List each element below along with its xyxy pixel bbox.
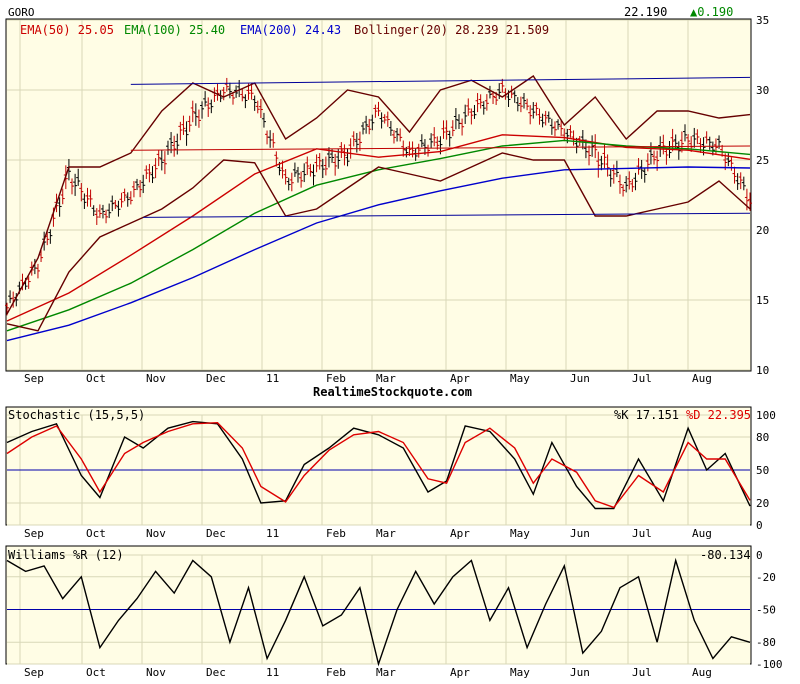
x-tick-label: Apr	[450, 372, 470, 385]
stochastic-d-value: %D 22.395	[686, 408, 751, 422]
x-tick-label: Apr	[450, 666, 470, 679]
x-tick-label: 11	[266, 527, 279, 540]
legend-ema100: EMA(100) 25.40	[124, 23, 225, 37]
x-tick-label: Jul	[632, 666, 652, 679]
x-tick-label: Jul	[632, 372, 652, 385]
y-tick-label: 20	[756, 497, 769, 510]
watermark: RealtimeStockquote.com	[313, 385, 472, 399]
series-trend_top	[130, 76, 751, 85]
x-tick-label: Jun	[570, 527, 590, 540]
legend-bollinger: Bollinger(20) 28.239 21.509	[354, 23, 549, 37]
series-boll_upper	[6, 75, 751, 315]
x-tick-label: Nov	[146, 666, 166, 679]
williams-value: -80.134	[700, 548, 751, 562]
y-tick-label: -80	[756, 636, 776, 649]
series-trend_low	[143, 212, 751, 218]
y-tick-label: -100	[756, 658, 783, 671]
x-tick-label: Aug	[692, 372, 712, 385]
price-panel	[5, 18, 752, 372]
price-change: ▲0.190	[690, 5, 733, 19]
x-tick-label: Feb	[326, 666, 346, 679]
series-wr	[6, 557, 751, 667]
y-tick-label: 25	[756, 154, 769, 167]
x-tick-label: Dec	[206, 527, 226, 540]
williams-panel	[5, 545, 752, 665]
x-tick-label: Feb	[326, 372, 346, 385]
stochastic-k-value: %K 17.151	[614, 408, 679, 422]
series-ema100	[6, 139, 751, 332]
x-tick-label: Nov	[146, 527, 166, 540]
y-tick-label: 35	[756, 14, 769, 27]
legend-ema200: EMA(200) 24.43	[240, 23, 341, 37]
x-tick-label: Sep	[24, 666, 44, 679]
y-tick-label: -20	[756, 571, 776, 584]
x-tick-label: Jun	[570, 372, 590, 385]
series-k	[6, 420, 751, 510]
axis-labels: Sep Oct Nov Dec 11 Feb Mar Apr May Jun Jul Aug Sep Oc…	[24, 14, 783, 679]
x-tick-label: May	[510, 527, 530, 540]
y-tick-label: 30	[756, 84, 769, 97]
y-tick-label: -50	[756, 604, 776, 617]
legend-ema50: EMA(50) 25.05	[20, 23, 114, 37]
series-trend_mid	[130, 145, 751, 151]
x-tick-label: Nov	[146, 372, 166, 385]
x-tick-label: 11	[266, 666, 279, 679]
x-tick-label: Jul	[632, 527, 652, 540]
x-tick-label: Aug	[692, 666, 712, 679]
x-tick-label: Mar	[376, 372, 396, 385]
gridlines	[7, 19, 750, 665]
x-tick-label: Apr	[450, 527, 470, 540]
x-tick-label: Oct	[86, 527, 106, 540]
y-tick-label: 50	[756, 464, 769, 477]
x-tick-label: Mar	[376, 666, 396, 679]
williams-title: Williams %R (12)	[8, 548, 124, 562]
x-tick-label: Mar	[376, 527, 396, 540]
x-tick-label: Dec	[206, 666, 226, 679]
x-tick-label: Dec	[206, 372, 226, 385]
y-tick-label: 100	[756, 409, 776, 422]
x-tick-label: May	[510, 372, 530, 385]
x-tick-label: Sep	[24, 527, 44, 540]
x-tick-label: Oct	[86, 666, 106, 679]
x-tick-label: Aug	[692, 527, 712, 540]
y-tick-label: 80	[756, 431, 769, 444]
last-price: 22.190	[624, 5, 667, 19]
y-tick-label: 0	[756, 549, 763, 562]
series-lines	[6, 75, 751, 667]
y-tick-label: 0	[756, 519, 763, 532]
y-tick-label: 15	[756, 294, 769, 307]
x-tick-label: May	[510, 666, 530, 679]
stochastic-title: Stochastic (15,5,5)	[8, 408, 145, 422]
series-boll_lower	[6, 152, 751, 332]
series-ema50	[6, 134, 751, 322]
x-tick-label: Oct	[86, 372, 106, 385]
x-tick-label: Jun	[570, 666, 590, 679]
series-d	[6, 421, 751, 509]
symbol-label: GORO	[8, 6, 35, 19]
stochastic-panel	[5, 406, 752, 526]
y-tick-label: 10	[756, 364, 769, 377]
x-tick-label: Feb	[326, 527, 346, 540]
series-ema200	[6, 166, 751, 342]
x-tick-label: Sep	[24, 372, 44, 385]
x-tick-label: 11	[266, 372, 279, 385]
y-tick-label: 20	[756, 224, 769, 237]
